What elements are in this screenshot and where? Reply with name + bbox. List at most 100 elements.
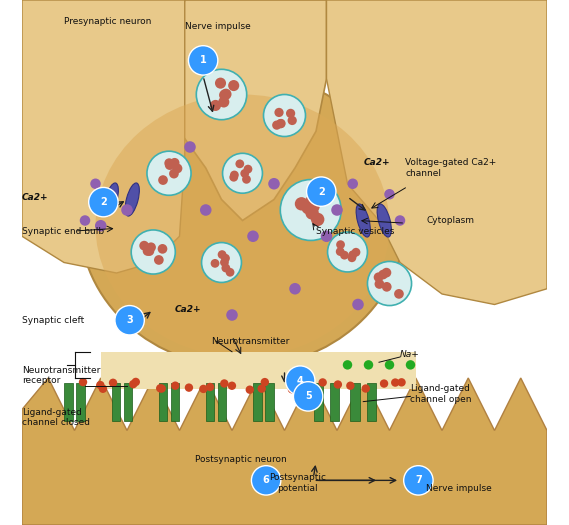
Polygon shape	[22, 378, 547, 525]
Circle shape	[374, 272, 384, 282]
Circle shape	[328, 232, 368, 272]
Circle shape	[307, 177, 336, 206]
Circle shape	[384, 189, 395, 200]
Polygon shape	[265, 383, 274, 421]
Ellipse shape	[96, 94, 390, 357]
Circle shape	[289, 283, 301, 295]
Text: Neurotransmitter
receptor: Neurotransmitter receptor	[22, 366, 100, 385]
Circle shape	[336, 240, 345, 249]
Text: Ca2+: Ca2+	[363, 159, 390, 167]
Circle shape	[218, 97, 229, 108]
Circle shape	[96, 381, 105, 389]
Circle shape	[169, 169, 179, 179]
Circle shape	[286, 379, 295, 387]
Circle shape	[79, 378, 87, 386]
Circle shape	[244, 165, 253, 173]
Circle shape	[146, 243, 156, 252]
Text: 6: 6	[263, 475, 270, 486]
Text: Presynaptic neuron: Presynaptic neuron	[64, 17, 151, 26]
Circle shape	[348, 178, 358, 189]
Text: 2: 2	[100, 197, 107, 207]
Circle shape	[302, 201, 315, 214]
Polygon shape	[367, 383, 376, 421]
Circle shape	[131, 377, 140, 386]
Circle shape	[333, 380, 342, 388]
Circle shape	[395, 215, 405, 226]
Circle shape	[394, 289, 404, 299]
Circle shape	[308, 382, 316, 390]
Circle shape	[274, 108, 283, 117]
Circle shape	[206, 383, 215, 391]
Text: Ligand-gated
channel open: Ligand-gated channel open	[410, 384, 472, 404]
Circle shape	[80, 215, 90, 226]
Circle shape	[164, 159, 174, 168]
Text: Ligand-gated
channel closed: Ligand-gated channel closed	[22, 408, 90, 427]
Circle shape	[277, 119, 286, 128]
Circle shape	[171, 382, 179, 390]
Circle shape	[196, 69, 247, 120]
Circle shape	[131, 230, 175, 274]
Circle shape	[218, 250, 226, 259]
Circle shape	[240, 169, 249, 178]
Circle shape	[145, 246, 154, 256]
Circle shape	[374, 279, 384, 289]
Circle shape	[121, 204, 133, 216]
Circle shape	[340, 251, 349, 259]
Circle shape	[382, 268, 391, 278]
Circle shape	[348, 250, 357, 259]
Circle shape	[258, 384, 266, 393]
Circle shape	[268, 178, 280, 190]
Circle shape	[406, 360, 415, 370]
Circle shape	[276, 119, 285, 128]
Circle shape	[352, 248, 360, 257]
Circle shape	[90, 178, 101, 189]
Ellipse shape	[80, 74, 405, 367]
Polygon shape	[253, 383, 262, 421]
Circle shape	[230, 171, 239, 180]
Text: 1: 1	[200, 55, 207, 66]
Polygon shape	[159, 383, 167, 421]
Circle shape	[236, 160, 244, 168]
Polygon shape	[330, 383, 339, 421]
Ellipse shape	[356, 204, 370, 237]
Text: 2: 2	[318, 186, 325, 197]
Circle shape	[286, 366, 315, 395]
Polygon shape	[64, 383, 73, 421]
Circle shape	[158, 244, 167, 254]
Polygon shape	[112, 383, 120, 421]
Polygon shape	[22, 0, 185, 273]
Circle shape	[319, 378, 327, 386]
Circle shape	[226, 309, 238, 321]
Text: Ca2+: Ca2+	[22, 193, 48, 202]
Circle shape	[352, 299, 364, 310]
Circle shape	[139, 241, 149, 250]
Text: 4: 4	[297, 375, 304, 386]
Text: 5: 5	[305, 391, 311, 402]
Circle shape	[242, 175, 251, 184]
Circle shape	[109, 379, 117, 387]
Circle shape	[348, 254, 356, 262]
Circle shape	[185, 383, 193, 392]
Circle shape	[272, 121, 282, 130]
Polygon shape	[351, 383, 360, 421]
Circle shape	[184, 141, 196, 153]
Text: Ca2+: Ca2+	[174, 306, 201, 314]
Circle shape	[200, 204, 212, 216]
Circle shape	[220, 379, 229, 387]
Text: 3: 3	[126, 315, 133, 326]
Text: 7: 7	[415, 475, 422, 486]
Ellipse shape	[125, 183, 139, 216]
Circle shape	[382, 282, 391, 292]
Circle shape	[263, 94, 306, 136]
Circle shape	[247, 230, 259, 242]
Circle shape	[288, 385, 296, 393]
Polygon shape	[327, 0, 547, 304]
Circle shape	[397, 378, 406, 386]
Polygon shape	[76, 383, 85, 421]
Circle shape	[378, 270, 388, 279]
Text: Na+: Na+	[400, 350, 420, 359]
Polygon shape	[206, 383, 215, 421]
Circle shape	[172, 164, 183, 173]
Circle shape	[331, 204, 343, 216]
Circle shape	[306, 382, 314, 391]
